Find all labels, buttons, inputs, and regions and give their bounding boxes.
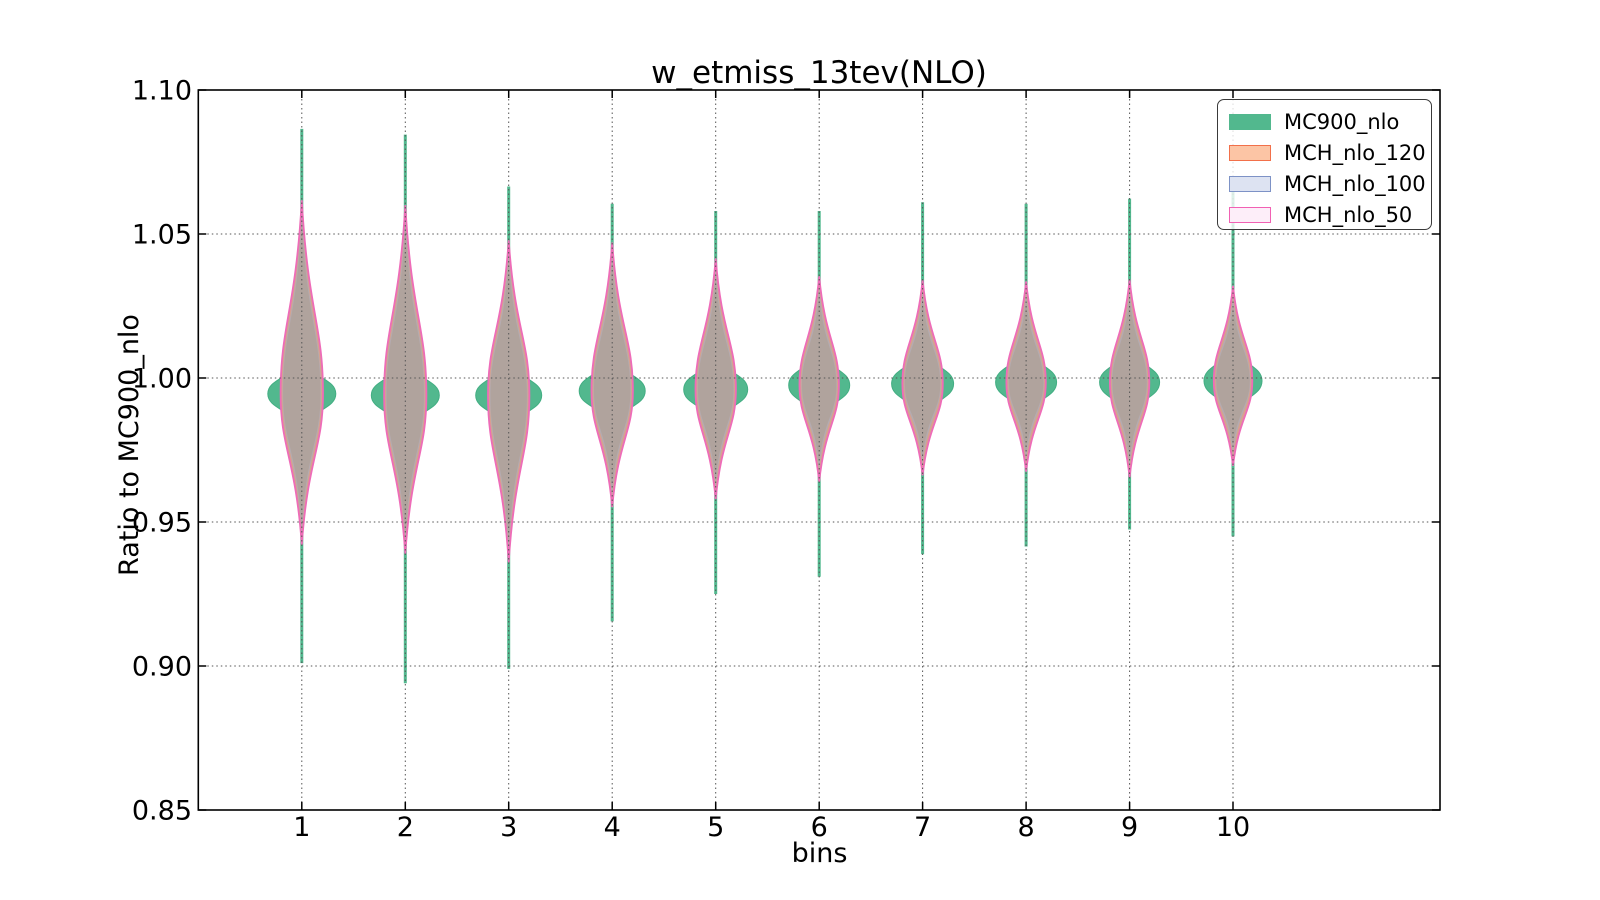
xtick-label-10: 10	[1216, 812, 1250, 843]
legend-item-mc900-nlo: MC900_nlo	[1229, 106, 1431, 137]
ytick-label-0.85: 0.85	[132, 796, 192, 827]
ytick-label-0.95: 0.95	[132, 508, 192, 539]
chart-title: w_etmiss_13tev(NLO)	[651, 55, 987, 91]
violin-outline-mch50	[694, 258, 737, 500]
plot-frame	[197, 89, 1441, 811]
xtick-label-6: 6	[811, 812, 828, 843]
legend-swatch-mch-nlo-50	[1229, 206, 1271, 223]
ytick-label-1.00: 1.00	[132, 364, 192, 395]
grid-layer	[198, 90, 1440, 810]
xtick-label-5: 5	[707, 812, 724, 843]
xtick-label-1: 1	[293, 812, 310, 843]
x-axis-label: bins	[792, 838, 848, 869]
legend-item-mch-nlo-100: MCH_nlo_100	[1229, 168, 1431, 199]
xtick-label-9: 9	[1121, 812, 1138, 843]
legend-label-mc900-nlo: MC900_nlo	[1284, 109, 1400, 134]
violin-outline-mch50	[901, 280, 944, 476]
xtick-label-4: 4	[604, 812, 621, 843]
violin-body-overlap	[904, 297, 941, 459]
legend: MC900_nlo MCH_nlo_120 MCH_nlo_100 MCH_nl…	[1217, 99, 1432, 230]
xtick-label-8: 8	[1018, 812, 1035, 843]
legend-swatch-mc900-nlo	[1229, 113, 1271, 130]
legend-label-mch-nlo-120: MCH_nlo_120	[1284, 140, 1426, 165]
legend-item-mch-nlo-50: MCH_nlo_50	[1229, 199, 1431, 230]
violin-outline-mch50	[487, 240, 531, 563]
legend-label-mch-nlo-100: MCH_nlo_100	[1284, 171, 1426, 196]
y-axis-label: Ratio to MC900_nlo	[114, 314, 145, 576]
violin-body-overlap	[1216, 302, 1250, 449]
violin-outline-mch50	[590, 242, 634, 508]
tick-labels-layer: 1.10 1.05 1.00 0.95 0.90 0.85 1 2 3 4 5 6 7 8 9 10	[132, 76, 1250, 844]
ytick-label-1.10: 1.10	[132, 76, 192, 107]
violin-outline-mch50	[1212, 285, 1254, 466]
legend-item-mch-nlo-120: MCH_nlo_120	[1229, 137, 1431, 168]
legend-label-mch-nlo-50: MCH_nlo_50	[1284, 202, 1413, 227]
violin-body-overlap	[1008, 298, 1044, 455]
xtick-label-7: 7	[914, 812, 931, 843]
xtick-label-3: 3	[500, 812, 517, 843]
violin-body-overlap	[283, 217, 321, 528]
xtick-label-2: 2	[397, 812, 414, 843]
legend-swatch-mch-nlo-120	[1229, 144, 1271, 161]
violin-outline-mch50	[1005, 281, 1047, 472]
violin-bin-8	[995, 203, 1058, 547]
violin-bin-10	[1203, 190, 1263, 537]
legend-swatch-mch-nlo-100	[1229, 175, 1271, 192]
ytick-label-0.90: 0.90	[132, 652, 192, 683]
ytick-label-1.05: 1.05	[132, 220, 192, 251]
violin-bin-1	[267, 128, 337, 664]
